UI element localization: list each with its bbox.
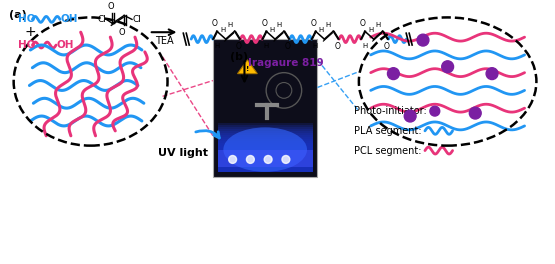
Text: H: H (368, 27, 374, 33)
Text: O: O (119, 28, 125, 37)
Text: Photo-initiator:: Photo-initiator: (354, 106, 427, 116)
Circle shape (229, 155, 236, 163)
Text: +: + (24, 25, 36, 39)
Text: TEA: TEA (155, 36, 173, 46)
Bar (218, 150, 312, 167)
Text: O: O (285, 42, 291, 51)
Text: O: O (107, 2, 114, 11)
Bar (218, 145, 312, 172)
Text: !: ! (246, 66, 249, 72)
Circle shape (470, 107, 481, 119)
Bar (218, 129, 312, 172)
Text: O: O (236, 42, 241, 51)
Text: H: H (326, 22, 331, 28)
Text: OH: OH (56, 40, 74, 50)
Text: O: O (360, 19, 366, 28)
Bar (218, 139, 312, 172)
Circle shape (387, 68, 399, 79)
Text: O: O (261, 19, 267, 28)
Text: H: H (375, 22, 380, 28)
Bar (218, 149, 312, 172)
Text: O: O (334, 42, 340, 51)
Circle shape (282, 155, 290, 163)
Text: H: H (319, 27, 324, 33)
Text: (a): (a) (9, 10, 27, 20)
Circle shape (486, 68, 498, 79)
Circle shape (264, 155, 272, 163)
Bar (218, 143, 312, 172)
Text: Iragaure 819: Iragaure 819 (249, 58, 324, 68)
Bar (218, 131, 312, 172)
Bar (218, 150, 312, 172)
Text: H: H (227, 22, 233, 28)
Bar (218, 127, 312, 172)
Text: H: H (214, 43, 219, 49)
Circle shape (417, 34, 429, 46)
Text: Cl: Cl (132, 15, 141, 24)
Text: O: O (212, 19, 218, 28)
Ellipse shape (223, 128, 307, 172)
Bar (218, 133, 312, 172)
Text: PLA segment:: PLA segment: (354, 126, 422, 136)
Bar (218, 135, 312, 172)
Text: HO: HO (18, 40, 35, 50)
Bar (218, 147, 312, 172)
Text: H: H (264, 43, 269, 49)
Text: PCL segment:: PCL segment: (354, 145, 421, 155)
Text: H: H (362, 43, 367, 49)
Circle shape (246, 155, 254, 163)
Bar (218, 125, 312, 172)
Circle shape (430, 106, 440, 116)
Text: H: H (220, 27, 225, 33)
Bar (213, 39, 317, 177)
Text: H: H (269, 27, 275, 33)
Text: Cl: Cl (98, 15, 107, 24)
Circle shape (404, 110, 416, 122)
Text: H: H (276, 22, 281, 28)
Text: HO: HO (18, 15, 35, 24)
Bar (218, 137, 312, 172)
Text: (b): (b) (230, 52, 248, 62)
Circle shape (442, 61, 453, 73)
Polygon shape (238, 60, 258, 74)
Text: O: O (384, 42, 390, 51)
Text: H: H (313, 43, 318, 49)
Text: OH: OH (60, 15, 78, 24)
Text: O: O (311, 19, 316, 28)
Bar (218, 141, 312, 172)
Text: UV light: UV light (158, 148, 208, 158)
Bar (218, 123, 312, 172)
